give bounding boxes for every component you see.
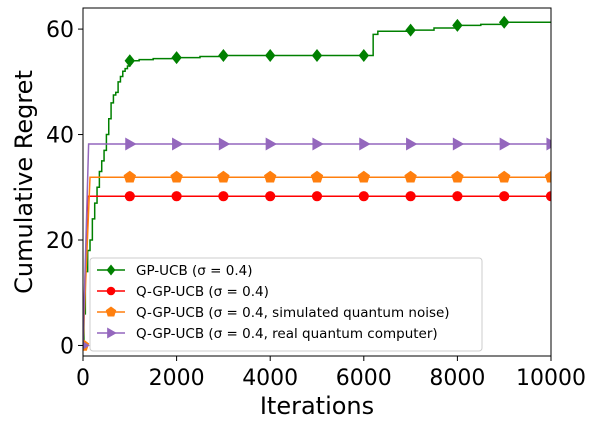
series-line-2 <box>83 176 551 346</box>
x-tick-label: 10000 <box>516 366 586 391</box>
data-point-2-2 <box>170 170 183 183</box>
legend-item-1: Q-GP-UCB (σ = 0.4) <box>97 284 269 300</box>
legend: GP-UCB (σ = 0.4) Q-GP-UCB (σ = 0.4) Q-GP-U… <box>89 257 483 352</box>
data-point-3-7 <box>406 137 418 151</box>
data-point-3-10 <box>546 137 551 151</box>
data-point-2-4 <box>264 170 277 183</box>
data-point-3-9 <box>499 137 512 151</box>
data-point-2-6 <box>357 170 370 183</box>
axes: 0 2000 4000 6000 8000 10000 0 20 40 60 <box>46 7 586 391</box>
data-point-3-0 <box>83 341 90 350</box>
data-point-3-6 <box>359 137 371 151</box>
data-point-2-9 <box>498 170 511 183</box>
data-point-0-6 <box>405 23 416 37</box>
data-point-1-5 <box>311 191 323 202</box>
x-tick-label: 6000 <box>336 366 392 391</box>
x-axis-label: Iterations <box>260 392 374 420</box>
data-point-3-2 <box>172 137 184 151</box>
data-point-3-5 <box>312 137 324 151</box>
data-point-0-2 <box>218 48 229 62</box>
legend-label-3: Q-GP-UCB (σ = 0.4, real quantum computer… <box>136 326 438 342</box>
series-line-0 <box>83 21 551 347</box>
data-point-0-7 <box>452 18 463 32</box>
y-tick-label: 0 <box>60 334 74 359</box>
data-point-1-1 <box>124 191 135 202</box>
series-3 <box>83 137 551 350</box>
data-point-1-4 <box>265 191 276 202</box>
data-point-1-7 <box>405 191 416 202</box>
data-point-1-2 <box>171 191 182 202</box>
data-point-2-5 <box>310 170 324 183</box>
x-tick-label: 8000 <box>429 366 485 391</box>
legend-marker-0 <box>106 264 116 276</box>
y-tick-label: 60 <box>46 18 74 43</box>
plot-frame <box>82 7 552 357</box>
plot-area <box>83 15 551 351</box>
legend-box <box>89 257 483 352</box>
data-point-2-10 <box>544 170 551 183</box>
data-point-1-6 <box>358 191 369 202</box>
legend-marker-3 <box>107 327 117 339</box>
data-point-1-8 <box>452 191 463 202</box>
data-point-2-1 <box>123 170 136 183</box>
data-point-2-7 <box>404 170 417 183</box>
x-tick-label: 0 <box>76 366 90 391</box>
legend-label-0: GP-UCB (σ = 0.4) <box>136 263 253 279</box>
data-point-0-3 <box>265 48 276 62</box>
x-tick-label: 4000 <box>242 366 298 391</box>
legend-item-3: Q-GP-UCB (σ = 0.4, real quantum computer… <box>97 326 438 342</box>
legend-marker-2 <box>105 306 117 317</box>
x-tick-label: 2000 <box>149 366 205 391</box>
data-point-0-5 <box>358 48 369 62</box>
series-line-3 <box>83 143 551 346</box>
data-point-0-4 <box>311 48 323 62</box>
data-point-0-1 <box>171 51 182 65</box>
legend-marker-1 <box>106 286 116 296</box>
series-2 <box>83 170 551 351</box>
data-point-3-3 <box>218 137 231 151</box>
data-point-1-10 <box>545 191 551 202</box>
data-point-3-8 <box>452 137 465 151</box>
legend-label-2: Q-GP-UCB (σ = 0.4, simulated quantum noi… <box>136 305 450 321</box>
legend-item-0: GP-UCB (σ = 0.4) <box>97 263 253 279</box>
y-tick-label: 20 <box>46 229 74 254</box>
data-point-3-1 <box>125 137 137 151</box>
series-0 <box>83 15 551 347</box>
data-point-3-4 <box>265 137 278 151</box>
data-point-2-8 <box>451 170 464 183</box>
data-point-0-0 <box>124 54 135 68</box>
y-tick-label: 40 <box>46 124 74 149</box>
data-point-0-8 <box>499 15 510 29</box>
y-axis-label: Cumulative Regret <box>10 70 38 294</box>
data-point-1-9 <box>499 191 510 202</box>
data-point-1-3 <box>218 191 229 202</box>
data-point-2-3 <box>217 170 230 183</box>
legend-item-2: Q-GP-UCB (σ = 0.4, simulated quantum noi… <box>97 305 450 321</box>
legend-label-1: Q-GP-UCB (σ = 0.4) <box>136 284 269 300</box>
